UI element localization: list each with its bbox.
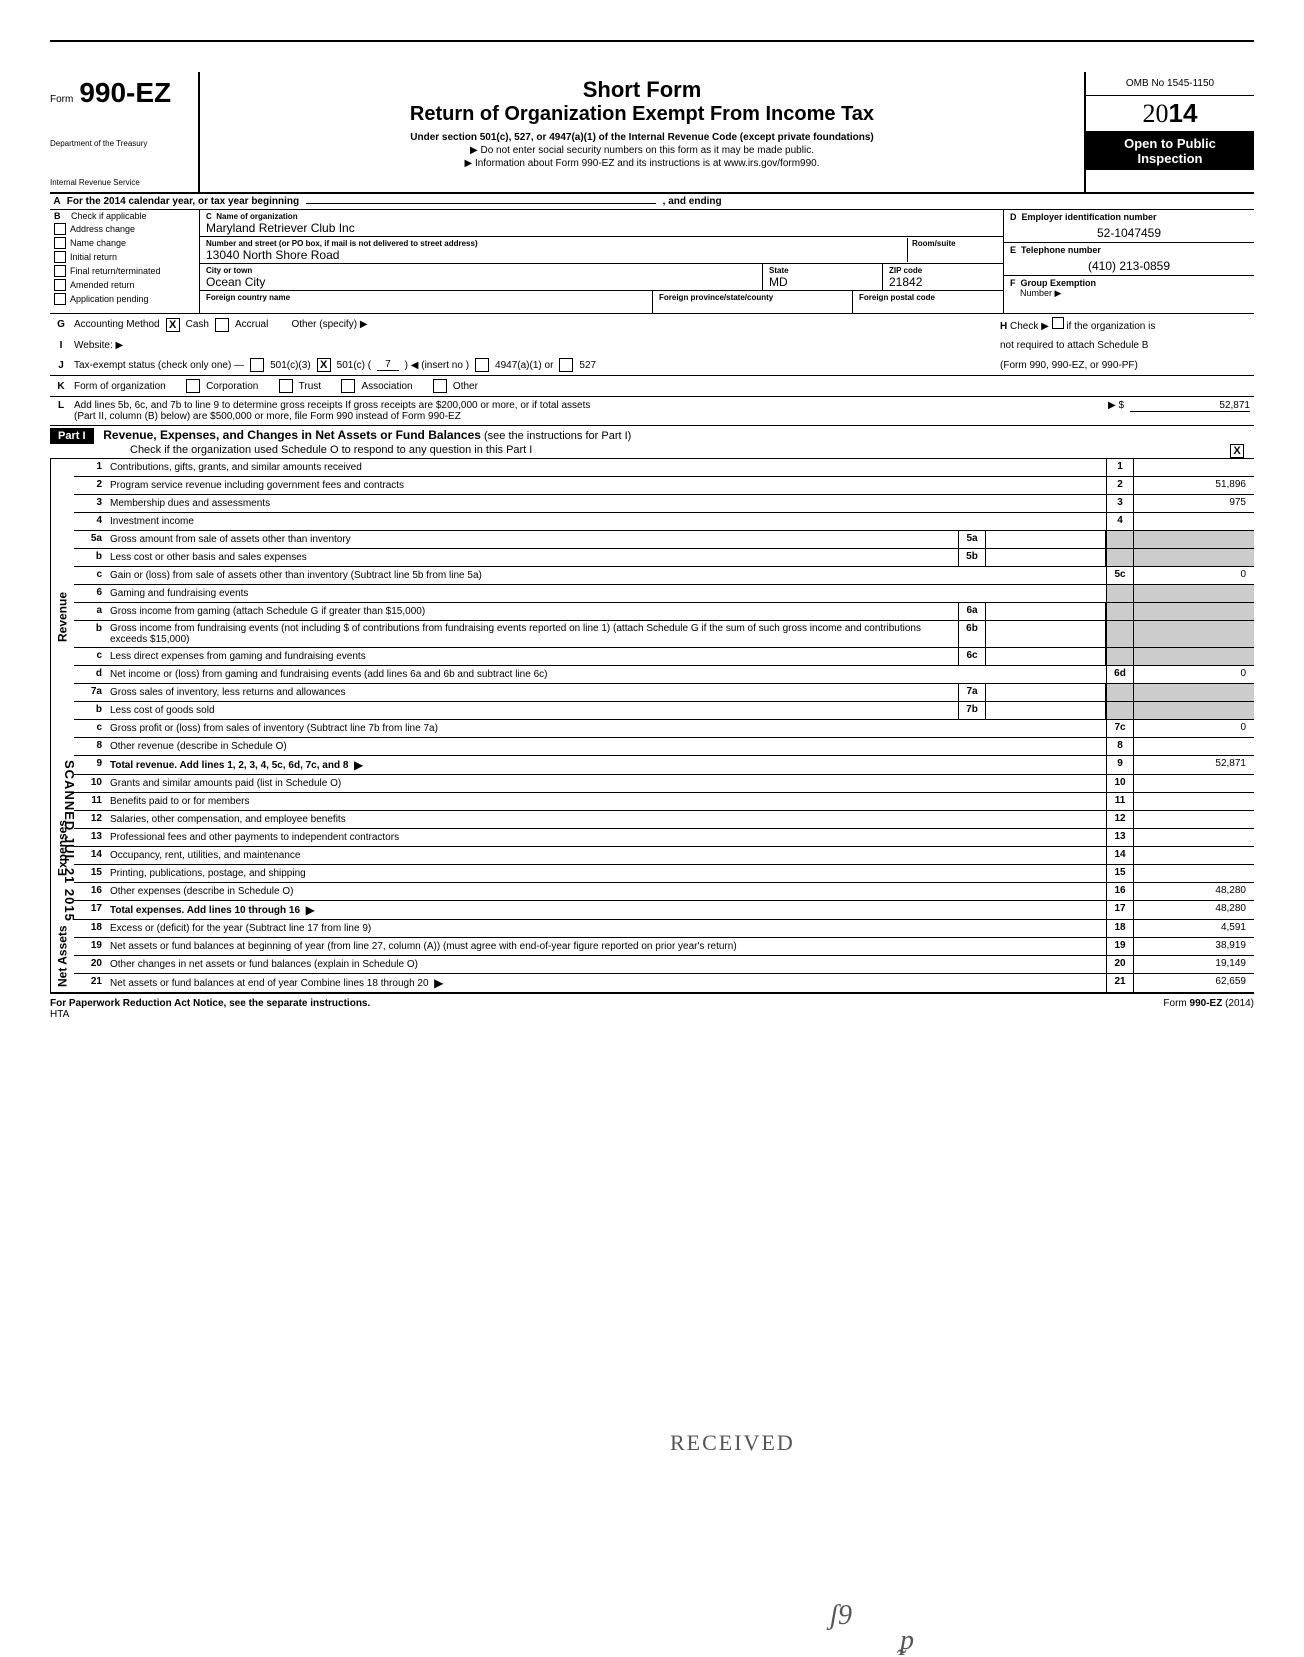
chk-4947[interactable] (475, 358, 489, 372)
omb-number: OMB No 1545-1150 (1086, 72, 1254, 96)
chk-trust[interactable] (279, 379, 293, 393)
dept-irs: Internal Revenue Service (50, 178, 190, 187)
val-6d: 0 (1134, 666, 1254, 683)
chk-assoc[interactable] (341, 379, 355, 393)
footer-hta: HTA (50, 1009, 69, 1020)
identity-block: B Check if applicable Address change Nam… (50, 210, 1254, 314)
warn-ssn: Do not enter social security numbers on … (480, 145, 813, 156)
val-3: 975 (1134, 495, 1254, 512)
footer-paperwork: For Paperwork Reduction Act Notice, see … (50, 998, 370, 1009)
dept-treasury: Department of the Treasury (50, 139, 190, 148)
chk-h[interactable] (1052, 317, 1064, 329)
section-netassets: Net Assets (50, 920, 74, 992)
subtitle: Under section 501(c), 527, or 4947(a)(1)… (210, 132, 1074, 143)
title-return: Return of Organization Exempt From Incom… (210, 103, 1074, 126)
chk-501c3[interactable] (250, 358, 264, 372)
chk-other[interactable] (433, 379, 447, 393)
val-16: 48,280 (1134, 883, 1254, 900)
line-a-and: , and ending (663, 196, 722, 207)
section-expenses: Expenses (50, 775, 74, 920)
chk-final-return[interactable] (54, 265, 66, 277)
form-word: Form (50, 94, 73, 105)
info-url: Information about Form 990-EZ and its in… (475, 158, 820, 169)
phone: (410) 213-0859 (1010, 255, 1248, 273)
form-number: 990-EZ (79, 77, 171, 109)
year-prefix: 20 (1143, 99, 1169, 128)
ein: 52-1047459 (1010, 222, 1248, 240)
initials-stamp: ʃ9 (830, 1600, 852, 1632)
chk-amended[interactable] (54, 279, 66, 291)
chk-501c[interactable]: X (317, 358, 331, 372)
chk-app-pending[interactable] (54, 293, 66, 305)
org-state: MD (769, 275, 788, 289)
val-21: 62,659 (1134, 974, 1254, 992)
val-19: 38,919 (1134, 938, 1254, 955)
org-zip: 21842 (889, 275, 922, 289)
gross-receipts: 52,871 (1130, 400, 1250, 412)
val-2: 51,896 (1134, 477, 1254, 494)
chk-name-change[interactable] (54, 237, 66, 249)
501c-no: 7 (377, 359, 399, 371)
received-stamp: RECEIVED (670, 1430, 795, 1456)
chk-address-change[interactable] (54, 223, 66, 235)
check-if-applicable: Check if applicable (71, 211, 147, 221)
org-city: Ocean City (206, 275, 265, 289)
val-20: 19,149 (1134, 956, 1254, 973)
chk-initial-return[interactable] (54, 251, 66, 263)
form-header: Form 990-EZ Department of the Treasury I… (50, 72, 1254, 194)
signature-stamp: ᵱ (900, 1625, 914, 1657)
val-5c: 0 (1134, 567, 1254, 584)
inspection: Inspection (1086, 151, 1254, 166)
section-revenue: Revenue (50, 459, 74, 775)
chk-cash[interactable]: X (166, 318, 180, 332)
org-name: Maryland Retriever Club Inc (206, 221, 355, 235)
org-address: 13040 North Shore Road (206, 248, 339, 262)
val-18: 4,591 (1134, 920, 1254, 937)
chk-corp[interactable] (186, 379, 200, 393)
year-suffix: 14 (1169, 98, 1198, 128)
val-9: 52,871 (1134, 756, 1254, 774)
chk-accrual[interactable] (215, 318, 229, 332)
footer-form: Form 990-EZ (2014) (1163, 998, 1254, 1020)
title-short-form: Short Form (210, 77, 1074, 103)
line-a-text: For the 2014 calendar year, or tax year … (67, 196, 299, 207)
part1-badge: Part I (50, 428, 94, 444)
chk-527[interactable] (559, 358, 573, 372)
val-17: 48,280 (1134, 901, 1254, 919)
chk-schedule-o[interactable]: X (1230, 444, 1244, 458)
open-public: Open to Public (1086, 136, 1254, 151)
val-7c: 0 (1134, 720, 1254, 737)
